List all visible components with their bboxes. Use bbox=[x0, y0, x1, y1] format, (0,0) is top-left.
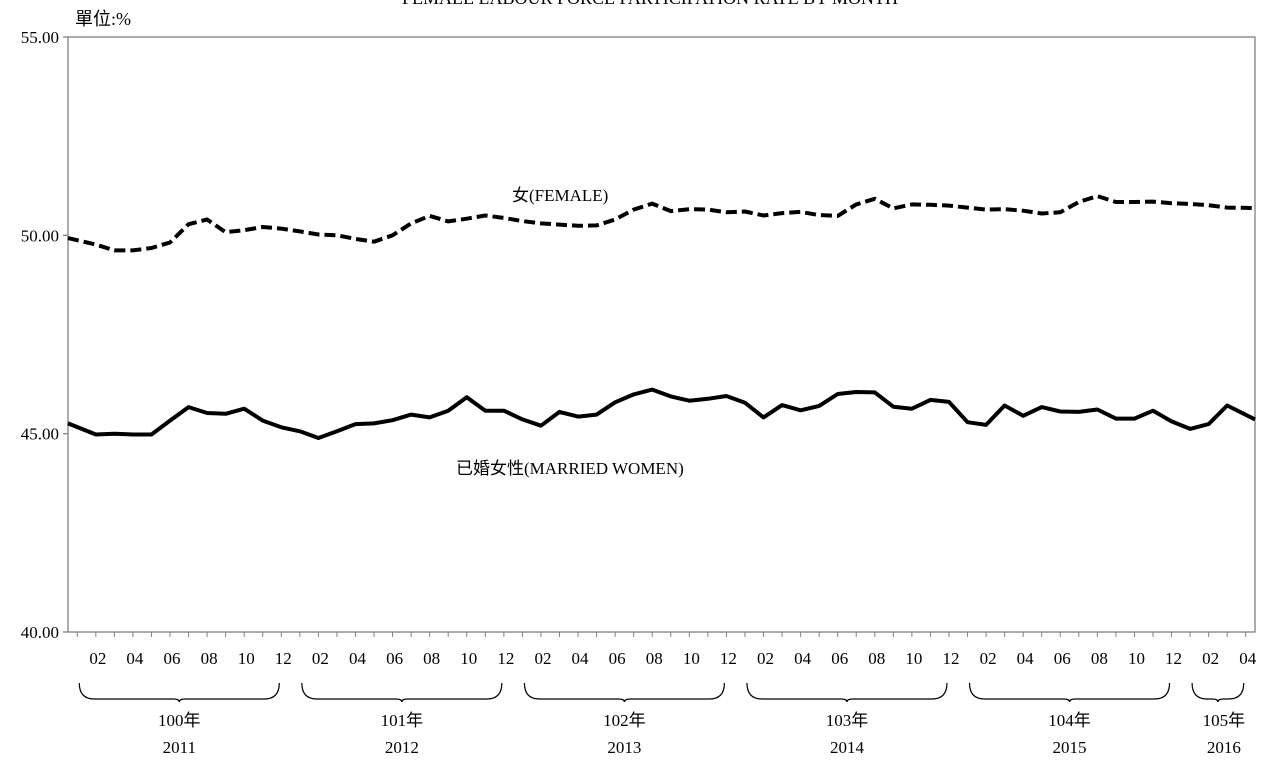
y-tick-label: 50.00 bbox=[21, 226, 59, 245]
series-layer bbox=[67, 194, 1256, 440]
plot-area bbox=[67, 36, 1256, 633]
x-tick-label: 06 bbox=[609, 649, 626, 668]
x-tick-label: 12 bbox=[720, 649, 737, 668]
x-tick-label: 08 bbox=[423, 649, 440, 668]
x-tick-label: 08 bbox=[646, 649, 663, 668]
y-tick-label: 40.00 bbox=[21, 623, 59, 642]
series-label-female: 女(FEMALE) bbox=[512, 186, 608, 205]
series-line-female bbox=[67, 194, 1256, 253]
x-tick-label: 06 bbox=[1054, 649, 1071, 668]
year-label-ad: 2013 bbox=[607, 738, 641, 757]
year-brace bbox=[78, 682, 280, 703]
year-brace bbox=[746, 682, 948, 703]
x-tick-label: 12 bbox=[497, 649, 514, 668]
x-tick-label: 10 bbox=[683, 649, 700, 668]
x-tick-label: 02 bbox=[1202, 649, 1219, 668]
year-label-ad: 2016 bbox=[1207, 738, 1241, 757]
y-tick-label: 55.00 bbox=[21, 28, 59, 47]
x-tick-label: 04 bbox=[794, 649, 812, 668]
year-label-roc: 102年 bbox=[603, 711, 646, 730]
x-tick-label: 06 bbox=[386, 649, 403, 668]
year-label-roc: 104年 bbox=[1048, 711, 1091, 730]
x-tick-label: 10 bbox=[1128, 649, 1145, 668]
x-tick-label: 02 bbox=[312, 649, 329, 668]
year-brace bbox=[968, 682, 1171, 703]
chart-title: FEMALE LABOUR FORCE PARTICIPATION RATE B… bbox=[402, 0, 898, 8]
x-tick-label: 12 bbox=[942, 649, 959, 668]
year-label-roc: 101年 bbox=[381, 711, 424, 730]
x-tick-label: 04 bbox=[349, 649, 367, 668]
year-label-ad: 2014 bbox=[830, 738, 865, 757]
x-tick-label: 06 bbox=[831, 649, 848, 668]
x-tick-label: 04 bbox=[1017, 649, 1035, 668]
year-brace bbox=[301, 682, 503, 703]
year-label-roc: 103年 bbox=[826, 711, 869, 730]
x-tick-label: 10 bbox=[460, 649, 477, 668]
y-axis: 40.00 45.00 50.00 55.00 bbox=[21, 28, 68, 642]
year-groups: 100年 2011 101年 2012 102年 2013 103年 2014 104年 2015… bbox=[78, 682, 1246, 757]
year-label-roc: 105年 bbox=[1203, 711, 1246, 730]
x-tick-label: 08 bbox=[868, 649, 885, 668]
x-tick-label: 08 bbox=[201, 649, 218, 668]
x-tick-label: 02 bbox=[980, 649, 997, 668]
x-tick-label: 02 bbox=[757, 649, 774, 668]
x-tick-label: 04 bbox=[1239, 649, 1257, 668]
y-tick-label: 45.00 bbox=[21, 425, 59, 444]
x-tick-label: 04 bbox=[126, 649, 144, 668]
x-tick-label: 10 bbox=[238, 649, 255, 668]
x-tick-label: 04 bbox=[572, 649, 590, 668]
x-tick-label: 12 bbox=[1165, 649, 1182, 668]
x-tick-label: 02 bbox=[89, 649, 106, 668]
year-label-ad: 2012 bbox=[385, 738, 419, 757]
x-tick-label: 10 bbox=[905, 649, 922, 668]
x-tick-label: 08 bbox=[1091, 649, 1108, 668]
unit-label: 單位:% bbox=[75, 9, 131, 29]
x-tick-label: 06 bbox=[164, 649, 181, 668]
year-label-ad: 2015 bbox=[1053, 738, 1087, 757]
series-label-married-women: 已婚女性(MARRIED WOMEN) bbox=[456, 459, 684, 478]
year-brace bbox=[523, 682, 726, 703]
year-label-roc: 100年 bbox=[158, 711, 201, 730]
x-tick-label: 12 bbox=[275, 649, 292, 668]
x-axis: 02 04 06 08 10 12 02 04 06 08 10 12 02 04 06 08 10 12 02 04… bbox=[76, 632, 1257, 668]
x-tick-label: 02 bbox=[534, 649, 551, 668]
series-line-married-women bbox=[67, 387, 1256, 440]
year-brace bbox=[1191, 682, 1245, 703]
year-label-ad: 2011 bbox=[163, 738, 196, 757]
